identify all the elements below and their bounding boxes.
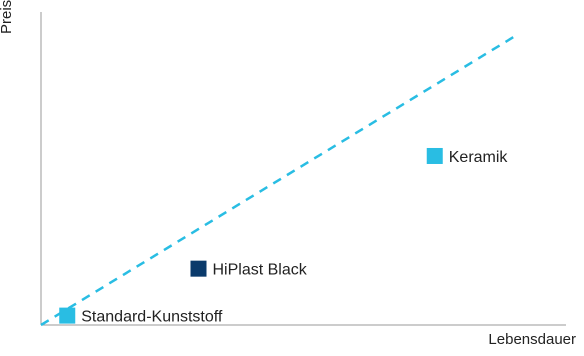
data-points: Standard-Kunststoff HiPlast Black Keramik [59,147,509,326]
trendline-group [40,35,515,327]
data-point-marker [426,147,443,164]
data-point-label: Standard-Kunststoff [81,309,223,326]
data-point-marker [190,260,207,277]
x-axis-label: Lebensdauer [488,331,576,348]
data-point-marker [59,307,76,324]
data-point-label: Keramik [449,149,509,166]
chart-axes [40,12,566,326]
data-point-label: HiPlast Black [213,262,308,279]
trendline [40,35,515,327]
